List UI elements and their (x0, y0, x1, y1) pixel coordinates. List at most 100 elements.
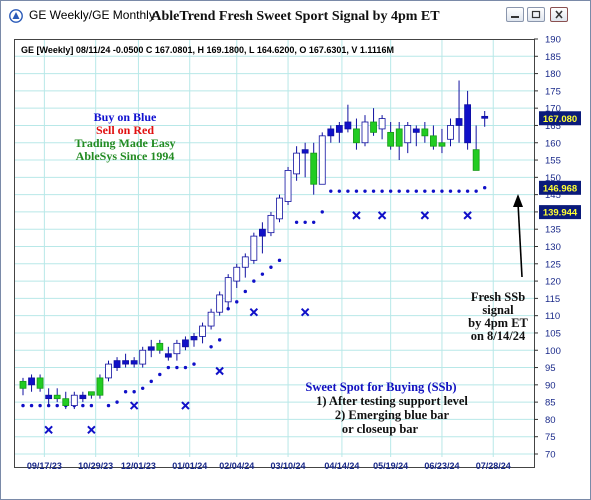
candle-body (481, 115, 489, 119)
support-dot (29, 403, 34, 408)
candle (199, 322, 206, 344)
candle (310, 142, 318, 195)
candle-body (429, 135, 437, 147)
x-tick-label: 07/28/24 (476, 461, 511, 471)
candle (464, 90, 472, 150)
candle (412, 125, 420, 147)
y-tick-label: 190 (545, 35, 561, 46)
candle-body (353, 128, 360, 144)
candle (276, 194, 283, 223)
plot-frame (14, 39, 535, 468)
candle-body (344, 121, 352, 130)
candle (344, 104, 352, 133)
close-icon (555, 10, 563, 19)
candle-body (370, 121, 377, 133)
candle-body (378, 118, 386, 130)
close-button[interactable] (550, 7, 568, 22)
candle-body (28, 377, 35, 386)
x-markers (44, 211, 472, 434)
grid (15, 40, 534, 457)
support-dot (38, 403, 42, 408)
sell-x-marker (44, 425, 53, 434)
support-dot (252, 279, 256, 283)
candle (28, 374, 35, 392)
candle (53, 388, 61, 403)
candle-body (182, 339, 189, 348)
candle (241, 253, 249, 278)
candle (113, 357, 121, 371)
sell-x-marker (420, 211, 430, 220)
support-dot (294, 220, 299, 224)
candle (284, 166, 292, 205)
support-dot (235, 300, 239, 304)
y-tick-label: 155 (545, 156, 561, 167)
candle (62, 391, 70, 410)
y-tick-label: 80 (545, 415, 556, 426)
candle (79, 391, 87, 403)
candle-body (395, 128, 403, 147)
candle (395, 122, 403, 161)
y-tick-label: 100 (545, 346, 561, 357)
candle (88, 391, 95, 399)
support-dot (329, 189, 333, 193)
support-dot (192, 362, 196, 366)
fresh-signal-annotation-line: Fresh SSb (471, 290, 525, 304)
legend-line: Trading Made Easy (74, 136, 175, 150)
y-tick-label: 95 (545, 363, 556, 374)
x-tick-label: 02/04/24 (219, 461, 254, 471)
y-tick-label: 75 (545, 432, 556, 443)
y-tick-label: 85 (545, 398, 556, 409)
candle-body (387, 131, 395, 147)
support-dots (21, 186, 487, 408)
support-dot (209, 345, 213, 349)
x-tick-label: 10/29/23 (78, 461, 113, 471)
x-tick-label: 05/19/24 (373, 461, 408, 471)
sell-x-marker (181, 401, 190, 410)
candle (122, 353, 129, 368)
support-dot (423, 189, 427, 193)
support-dot (106, 403, 111, 408)
candle-body (139, 349, 147, 365)
candle-body (241, 256, 249, 268)
support-dot (149, 379, 153, 384)
x-tick-label: 12/01/23 (121, 461, 156, 471)
legend-line: Sell on Red (96, 123, 154, 137)
candle-body (335, 125, 343, 133)
price-label-text: 139.944 (543, 208, 578, 219)
minimize-button[interactable] (506, 7, 524, 22)
candle (267, 211, 275, 237)
sell-x-marker (129, 401, 139, 410)
candle-body (105, 363, 112, 379)
support-dot (380, 189, 384, 193)
sell-x-marker (377, 211, 387, 220)
candle (421, 122, 429, 143)
support-dot (158, 372, 162, 377)
legend-line: Buy on Blue (94, 110, 157, 124)
candle (378, 115, 386, 140)
candle (19, 377, 27, 396)
y-tick-label: 165 (545, 121, 561, 132)
support-dot (448, 189, 453, 193)
support-dot (388, 189, 393, 193)
support-dot (354, 189, 359, 193)
support-dot (397, 189, 401, 193)
candle (404, 122, 412, 154)
candle-body (113, 360, 121, 368)
title-bar[interactable]: GE Weekly/GE Monthly AbleTrend Fresh Swe… (1, 1, 590, 31)
sell-x-marker (215, 366, 224, 376)
candle-body (156, 342, 164, 351)
candle-body (88, 391, 95, 396)
support-dot (431, 189, 436, 193)
candle-body (293, 152, 301, 175)
y-tick-label: 105 (545, 328, 561, 339)
y-tick-label: 170 (545, 104, 561, 115)
x-tick-label: 09/17/23 (27, 461, 62, 471)
sell-x-marker (300, 308, 310, 317)
candle-body (173, 342, 181, 355)
x-tick-label: 01/01/24 (172, 461, 207, 471)
candle-body (199, 325, 206, 337)
candles (19, 80, 489, 410)
y-tick-label: 175 (545, 86, 561, 97)
maximize-button[interactable] (527, 7, 545, 22)
candle-body (301, 149, 309, 154)
